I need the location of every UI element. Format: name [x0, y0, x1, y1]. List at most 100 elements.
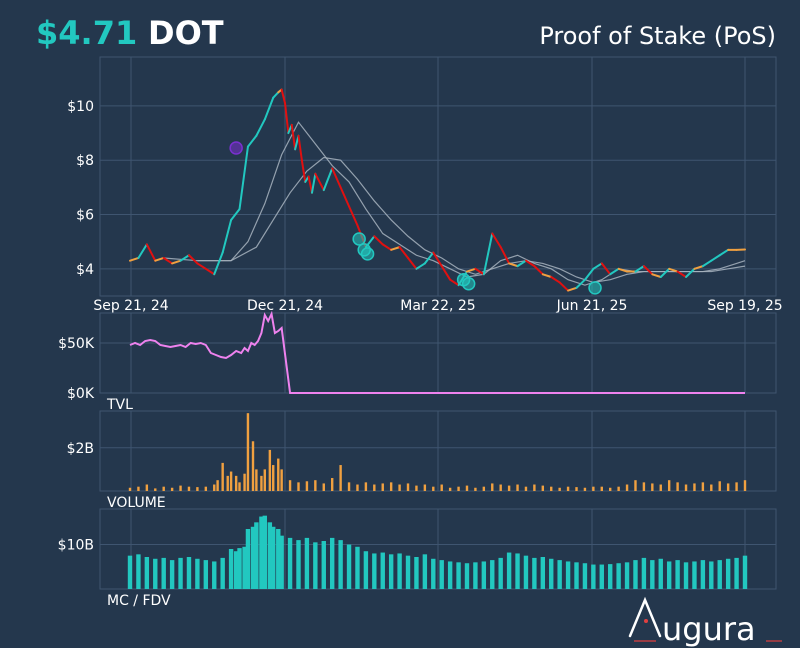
volume-bar	[255, 469, 258, 491]
mcap-bar	[195, 558, 200, 589]
mcap-bar	[498, 557, 503, 589]
price-segment	[284, 102, 290, 135]
mcap-bar	[422, 554, 428, 589]
mcap-bar	[540, 557, 546, 589]
mcap-bar	[267, 522, 273, 589]
price-segment	[567, 286, 578, 292]
mcap-bar	[633, 560, 638, 589]
price-y-tick-label: $6	[76, 208, 94, 224]
price-segment	[290, 123, 297, 151]
x-tick-label: Mar 22, 25	[400, 298, 475, 314]
price-segment	[314, 172, 325, 192]
mcap-bar	[372, 553, 377, 589]
volume-bar	[243, 473, 246, 491]
mcap-bar	[220, 557, 225, 589]
price-segment	[659, 267, 671, 278]
augura-logo: ugura	[628, 596, 782, 648]
event-marker	[229, 141, 243, 155]
volume-bar	[204, 486, 208, 491]
price-segment	[398, 246, 410, 259]
price-segment	[558, 281, 570, 292]
price-segment	[600, 262, 612, 276]
volume-bar	[474, 487, 477, 491]
price-segment	[297, 134, 303, 162]
x-tick-label: Sep 21, 24	[93, 298, 168, 314]
mcap-bar	[641, 557, 647, 589]
volume-bar	[277, 458, 280, 491]
mcap-bar	[431, 558, 436, 589]
price-segment	[575, 278, 586, 289]
price-segment	[230, 208, 241, 221]
price-segment	[583, 267, 595, 281]
mcap-bar	[279, 535, 284, 589]
volume-bar	[735, 482, 738, 491]
price-segment	[491, 232, 502, 249]
mcap-bar	[276, 529, 281, 589]
price-segment	[668, 267, 679, 273]
volume-bar	[566, 486, 570, 491]
volume-bar	[137, 486, 140, 491]
volume-bar	[667, 480, 671, 491]
volume-bar	[179, 485, 182, 491]
mcap-bar	[557, 560, 562, 589]
tvl-y-tick-label: $0K	[67, 386, 95, 402]
brand-name: ugura	[662, 610, 756, 648]
volume-bar	[347, 482, 351, 491]
volume-bar	[234, 475, 238, 491]
price-panel: $4 $6 $8 $10 Sep 21, 24 Dec 21, 24 Mar 22, 25 J…	[67, 56, 783, 314]
price-segment	[246, 134, 258, 148]
price-segment	[440, 265, 452, 281]
mcap-bar	[481, 561, 487, 589]
mcap-bar	[692, 561, 697, 589]
volume-bar	[187, 486, 191, 491]
event-marker	[461, 277, 476, 291]
volume-bar	[314, 480, 317, 491]
price-segment	[474, 267, 485, 276]
volume-bar	[229, 471, 233, 491]
volume-bar	[268, 449, 272, 491]
price-segment	[129, 256, 140, 262]
price-segment	[187, 254, 199, 265]
mcap-bar	[515, 553, 520, 589]
price-segment	[710, 254, 721, 262]
price-y-tick-label: $8	[76, 153, 94, 169]
volume-bar	[251, 441, 255, 491]
price-segment	[465, 267, 477, 273]
mcap-bar	[473, 562, 478, 589]
price-segment	[300, 159, 307, 183]
mcap-bar	[346, 544, 352, 589]
price-segment	[407, 256, 418, 270]
volume-bar	[491, 483, 494, 491]
mcap-y-tick-label: $10B	[58, 538, 94, 554]
price-segment	[238, 145, 249, 211]
mcap-bar	[355, 546, 360, 589]
price-segment	[307, 175, 313, 194]
volume-bar	[684, 484, 688, 491]
mcap-bar	[624, 562, 630, 589]
price-segment	[642, 265, 654, 276]
volume-bar	[583, 487, 587, 491]
x-tick-label: Jun 21, 25	[556, 298, 628, 314]
mcap-bar	[532, 557, 537, 589]
mcap-bar	[700, 560, 706, 589]
mcap-bar	[186, 557, 192, 589]
price-segment	[423, 251, 435, 265]
mcap-bar	[242, 546, 247, 589]
x-tick-label: Dec 21, 24	[247, 298, 323, 314]
price-segment	[499, 246, 511, 265]
price-segment	[339, 186, 351, 208]
event-marker	[588, 281, 602, 295]
price-y-tick-label: $10	[67, 99, 94, 115]
mcap-bar	[456, 562, 461, 589]
volume-bar	[373, 484, 376, 491]
mcap-bar	[608, 564, 613, 589]
mcap-bar	[523, 555, 529, 589]
volume-bar	[701, 482, 705, 491]
price-segment	[693, 265, 704, 270]
event-marker	[352, 232, 366, 246]
mcap-bar	[582, 563, 588, 589]
volume-bar	[558, 487, 561, 491]
mcap-bar	[271, 526, 276, 589]
mcap-bar	[127, 555, 133, 589]
